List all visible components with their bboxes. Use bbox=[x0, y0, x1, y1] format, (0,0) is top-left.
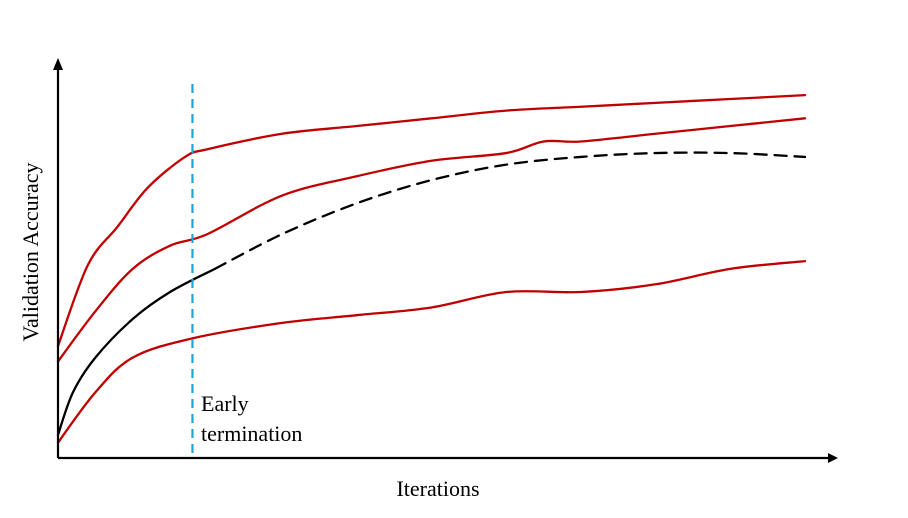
curves-layer bbox=[56, 94, 807, 444]
annotation-line-1: Early bbox=[201, 391, 249, 416]
series-line-1 bbox=[56, 117, 807, 363]
series-line-2 bbox=[56, 259, 807, 444]
y-axis-arrow-icon bbox=[53, 58, 63, 70]
series-line-4 bbox=[213, 151, 807, 271]
annotation-line-2: termination bbox=[201, 421, 302, 446]
series-line-3 bbox=[56, 267, 217, 436]
series-line-0 bbox=[56, 94, 807, 348]
x-axis-label: Iterations bbox=[396, 476, 479, 501]
y-axis-label: Validation Accuracy bbox=[18, 163, 43, 342]
x-axis-arrow-icon bbox=[828, 453, 838, 463]
